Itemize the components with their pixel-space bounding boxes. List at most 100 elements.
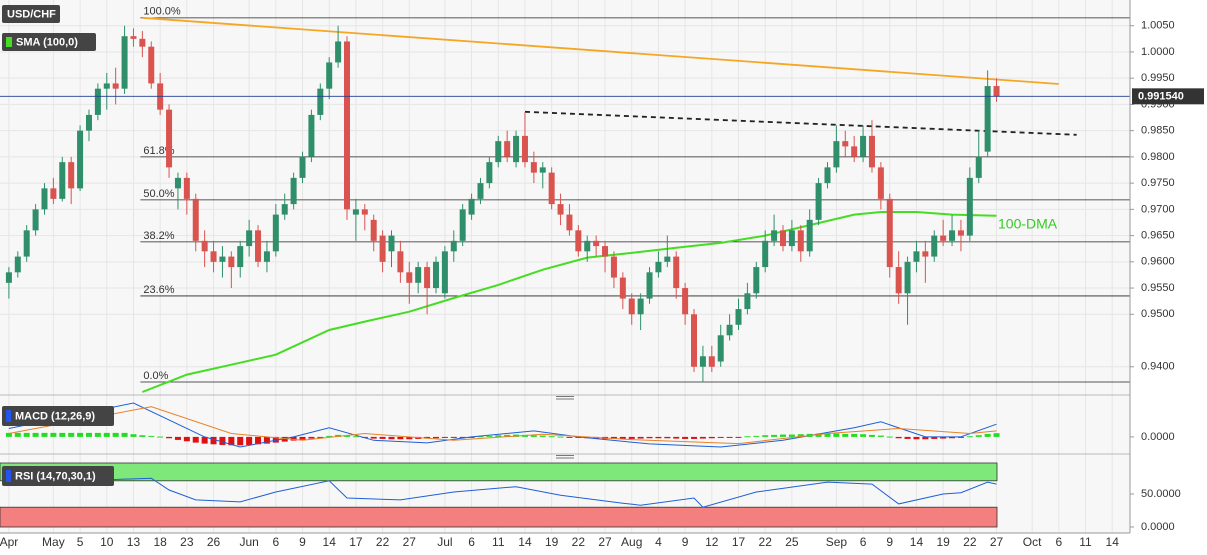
candle-body (797, 230, 804, 252)
macd-histogram-bar (183, 436, 190, 442)
candle-body (103, 83, 110, 89)
macd-histogram-bar (148, 435, 155, 437)
macd-histogram-bar (504, 434, 511, 437)
fib-label: 50.0% (143, 188, 174, 200)
candle-body (5, 272, 12, 283)
candle-body (317, 88, 324, 115)
x-tick-label: 27 (403, 535, 417, 549)
candle-body (833, 141, 840, 168)
candle-body (753, 267, 760, 294)
resize-handle[interactable] (556, 455, 574, 459)
candle-body (415, 267, 422, 283)
candle-body (779, 230, 786, 247)
rsi-line (8, 477, 997, 508)
candle-body (691, 314, 698, 367)
macd-histogram-bar (691, 436, 698, 439)
candle-body (957, 230, 964, 236)
macd-histogram-bar (174, 436, 181, 440)
candle-body (139, 38, 146, 47)
macd-histogram-bar (993, 433, 1000, 437)
candle-body (183, 177, 190, 199)
macd-histogram-bar (32, 432, 39, 437)
candle-body (272, 214, 279, 252)
x-tick-label: 19 (545, 535, 559, 549)
x-tick-label: 18 (153, 535, 167, 549)
macd-histogram-bar (628, 436, 635, 439)
candle-body (459, 209, 466, 241)
x-tick-label: 23 (180, 535, 194, 549)
rsi-tag (2, 466, 114, 486)
indicator-label: SMA (100,0) (16, 36, 78, 48)
macd-histogram-bar (344, 435, 351, 437)
candle-body (468, 198, 475, 215)
candle-body (886, 198, 893, 268)
candle-body (717, 335, 724, 362)
current-price-label: 0.991540 (1138, 91, 1184, 103)
candle-body (14, 256, 21, 273)
macd-histogram-bar (637, 436, 644, 439)
macd-histogram-bar (237, 436, 244, 446)
macd-histogram-bar (219, 436, 226, 445)
x-tick-label: 27 (990, 535, 1004, 549)
candle-body (68, 162, 75, 189)
macd-histogram-bar (85, 432, 92, 437)
macd-histogram-bar (557, 436, 564, 438)
y-tick-label: 0.9550 (1141, 282, 1175, 294)
x-tick-label: 19 (936, 535, 950, 549)
x-tick-label: 22 (963, 535, 977, 549)
candle-body (94, 88, 101, 115)
macd-histogram-bar (984, 433, 991, 437)
macd-histogram-bar (397, 436, 404, 440)
candle-body (397, 251, 404, 273)
macd-histogram-bar (904, 436, 911, 439)
annotation: 100-DMA (998, 216, 1058, 232)
candle-body (646, 272, 653, 299)
y-tick-label: 0.0000 (1141, 431, 1175, 443)
candle-body (281, 204, 288, 215)
macd-histogram-bar (842, 433, 849, 437)
candle-body (877, 167, 884, 199)
candle-body (744, 293, 751, 310)
candle-body (486, 162, 493, 184)
macd-histogram-bar (717, 436, 724, 438)
candle-body (370, 219, 377, 241)
y-tick-label: 1.0050 (1141, 20, 1175, 32)
candle-body (237, 246, 244, 268)
macd-histogram-bar (655, 436, 662, 439)
candle-body (949, 230, 956, 241)
x-tick-label: 4 (655, 535, 662, 549)
candle-body (121, 36, 128, 89)
x-tick-label: May (42, 535, 65, 549)
indicator-tag (2, 33, 96, 51)
macd-histogram-bar (744, 436, 751, 438)
candle-body (593, 240, 600, 247)
candle-body (975, 156, 982, 178)
macd-histogram-bar (68, 432, 75, 437)
candle-body (406, 272, 413, 283)
macd-histogram-bar (779, 434, 786, 437)
macd-histogram-bar (762, 435, 769, 437)
x-tick-label: 17 (732, 535, 746, 549)
macd-histogram-bar (815, 433, 822, 437)
macd-histogram-bar (326, 435, 333, 437)
candle-body (23, 230, 30, 257)
candle-body (610, 256, 617, 278)
macd-histogram-bar (877, 435, 884, 437)
macd-histogram-bar (335, 434, 342, 437)
candle-body (255, 230, 262, 262)
candle-body (424, 267, 431, 289)
candle-body (85, 114, 92, 131)
candle-body (148, 46, 155, 84)
candle-body (815, 183, 822, 220)
candle-body (762, 240, 769, 268)
resize-handle[interactable] (556, 396, 574, 400)
macd-histogram-bar (610, 436, 617, 439)
symbol: USD/CHF (7, 8, 56, 20)
candle-body (619, 277, 626, 299)
candle-body (913, 251, 920, 262)
candle-body (682, 288, 689, 315)
y-tick-label: 0.9800 (1141, 151, 1175, 163)
macd-line (8, 402, 997, 448)
macd-histogram-bar (94, 432, 101, 437)
